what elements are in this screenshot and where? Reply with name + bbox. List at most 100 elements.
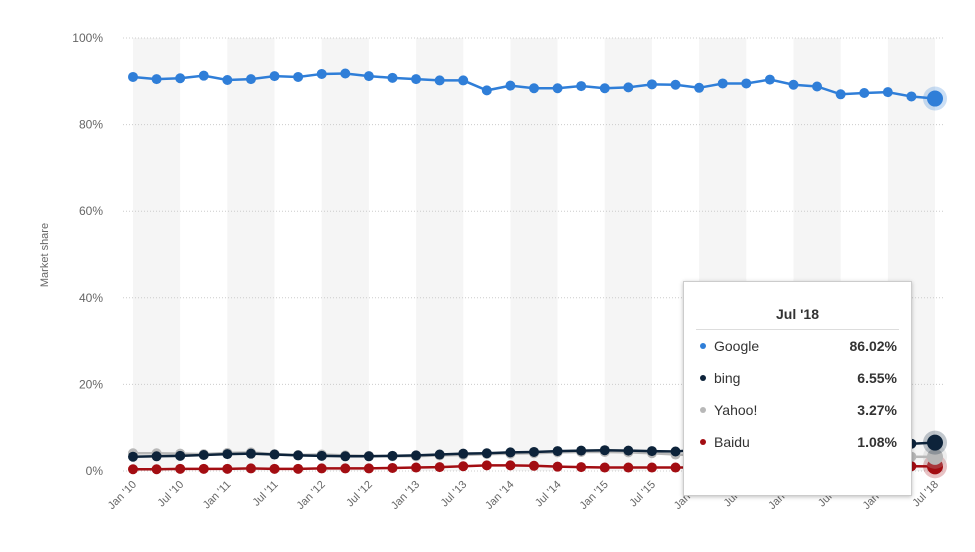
point <box>599 445 610 456</box>
point <box>269 71 280 82</box>
point <box>269 449 280 460</box>
point <box>434 462 445 473</box>
point <box>316 463 327 474</box>
point <box>411 74 422 85</box>
point <box>128 451 138 462</box>
x-tick-label: Jul '10 <box>156 479 187 510</box>
point <box>670 79 681 90</box>
point <box>293 71 304 82</box>
point <box>434 449 445 460</box>
y-tick-label: 100% <box>72 31 103 45</box>
point <box>599 462 610 473</box>
point <box>529 83 539 94</box>
series-name: Yahoo! <box>714 402 758 418</box>
x-tick-label: Jan '14 <box>483 479 516 512</box>
point <box>717 78 728 89</box>
point <box>340 68 351 79</box>
point <box>481 460 492 471</box>
series-name: Google <box>714 338 760 354</box>
series-name: Baidu <box>714 434 750 450</box>
point <box>670 462 681 473</box>
point <box>552 83 563 94</box>
point <box>694 82 705 93</box>
point <box>882 87 893 98</box>
point <box>741 78 752 89</box>
point <box>222 75 233 86</box>
point <box>316 450 327 461</box>
point <box>293 463 304 474</box>
band <box>416 38 464 471</box>
point <box>576 445 587 456</box>
point <box>198 449 209 460</box>
point <box>198 70 209 81</box>
point <box>245 74 256 85</box>
point <box>222 463 233 474</box>
point <box>599 83 610 94</box>
point <box>387 462 398 473</box>
x-tick-label: Jul '11 <box>250 479 280 509</box>
tooltip-title: Jul '18 <box>696 282 899 330</box>
x-tick-label: Jul '12 <box>344 479 375 510</box>
point <box>269 463 280 474</box>
point <box>529 460 539 471</box>
point <box>363 451 374 462</box>
point <box>812 81 823 92</box>
legend-dot <box>700 375 706 381</box>
point <box>481 448 492 459</box>
point <box>646 79 657 90</box>
point <box>481 85 492 96</box>
point <box>835 89 846 100</box>
point <box>245 448 256 459</box>
value-label: 86.02% <box>849 338 897 354</box>
point <box>505 447 516 458</box>
point <box>764 74 775 85</box>
point <box>387 450 398 461</box>
series-name: bing <box>714 370 741 386</box>
point <box>411 450 422 461</box>
point <box>623 462 634 473</box>
band <box>321 38 369 471</box>
x-tick-label: Jul '14 <box>533 479 564 510</box>
point <box>576 81 587 92</box>
point <box>552 461 563 472</box>
point <box>788 79 799 90</box>
y-tick-label: 80% <box>79 118 103 132</box>
band <box>133 38 181 471</box>
x-tick-label: Jan '15 <box>578 479 611 512</box>
x-tick-label: Jul '15 <box>627 479 658 510</box>
value-label: 3.27% <box>857 402 897 418</box>
point <box>927 434 943 451</box>
point <box>434 75 445 86</box>
point <box>458 461 469 472</box>
point <box>128 464 138 475</box>
legend-dot <box>700 407 706 413</box>
x-tick-label: Jan '11 <box>201 479 234 512</box>
point <box>151 464 162 475</box>
point <box>646 462 657 473</box>
legend-dot <box>700 343 706 349</box>
point <box>529 446 539 457</box>
point <box>859 87 870 98</box>
point <box>175 463 186 474</box>
band <box>510 38 558 471</box>
point <box>646 446 657 457</box>
point <box>576 462 587 473</box>
point <box>623 82 634 93</box>
y-tick-label: 40% <box>79 291 103 305</box>
tooltip-row: Baidu 1.08% <box>684 426 911 458</box>
value-label: 1.08% <box>857 434 897 450</box>
point <box>387 72 398 83</box>
point <box>151 451 162 462</box>
point <box>458 75 469 86</box>
band <box>604 38 652 471</box>
band <box>227 38 275 471</box>
legend-dot <box>700 439 706 445</box>
x-tick-label: Jul '13 <box>439 479 470 510</box>
point <box>293 450 304 461</box>
point <box>222 449 233 460</box>
point <box>151 74 162 85</box>
point <box>906 91 917 102</box>
point <box>175 73 186 84</box>
y-axis-label: Market share <box>39 223 51 287</box>
point <box>505 80 516 91</box>
